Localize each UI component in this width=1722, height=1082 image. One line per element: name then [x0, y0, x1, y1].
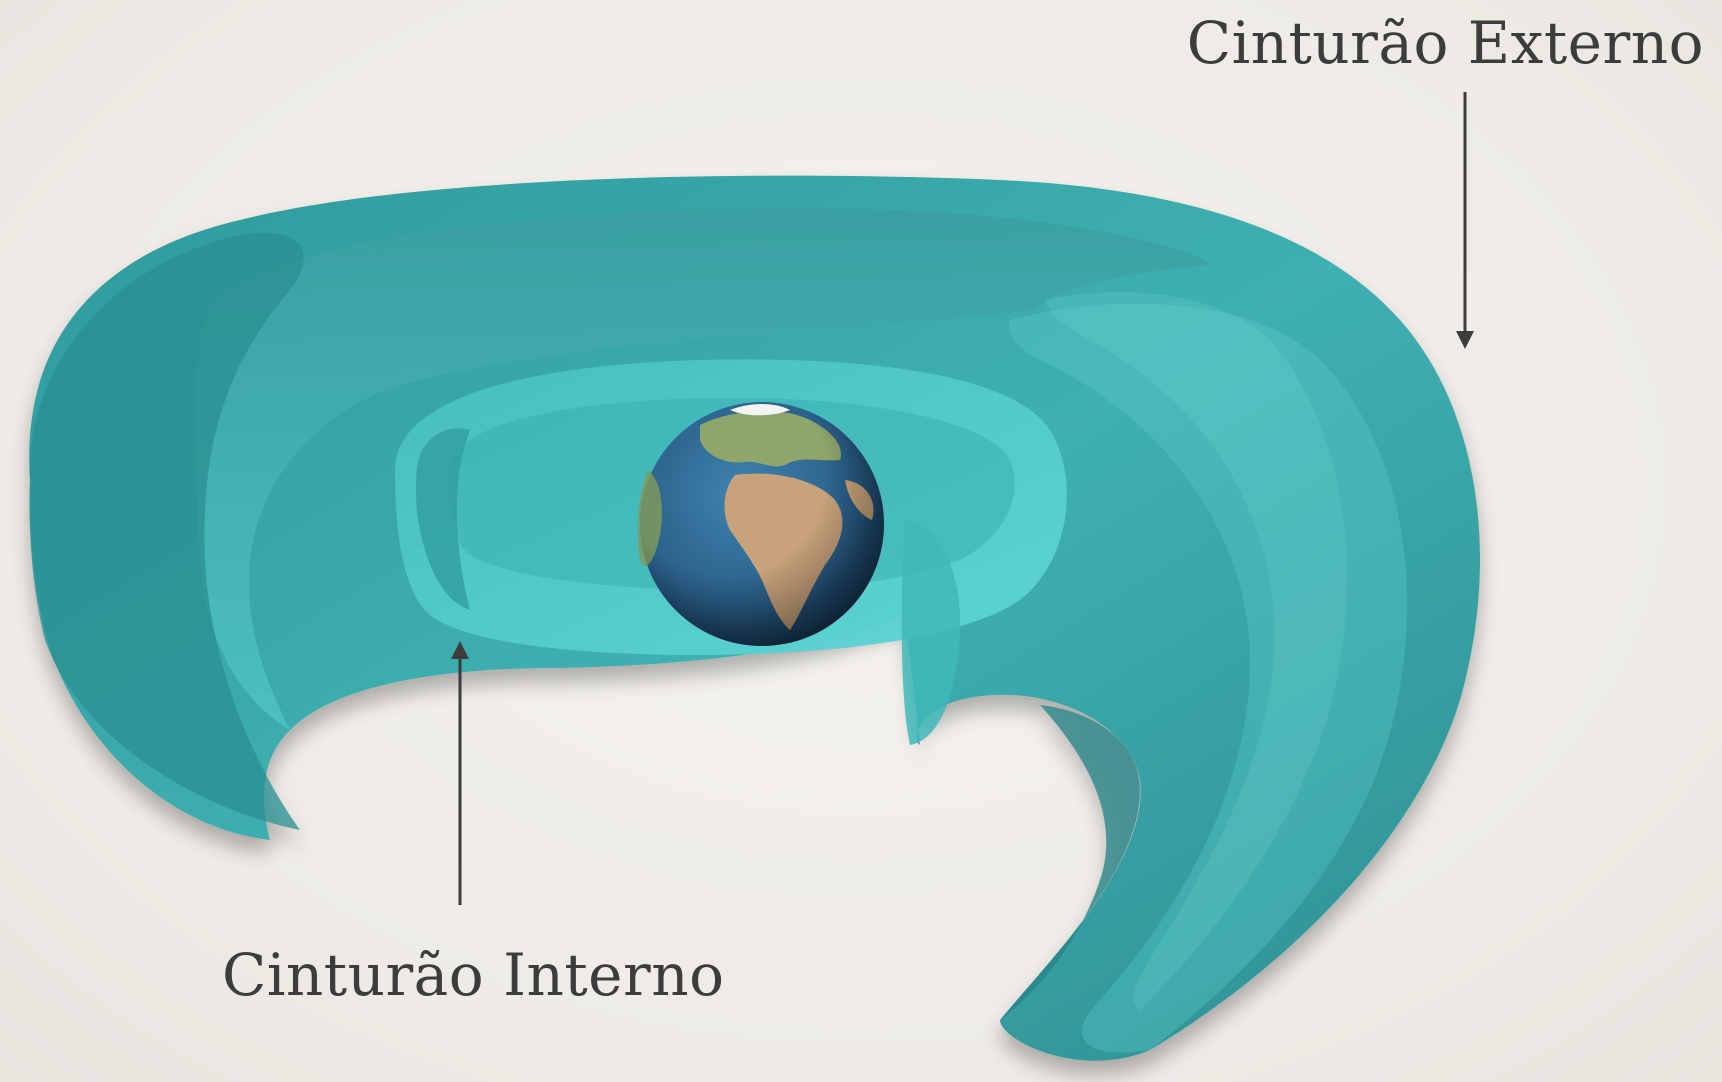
earth-shading — [640, 402, 884, 646]
outer-belt-lower-pocket — [1000, 705, 1140, 1020]
outer-belt-cut-wall — [195, 208, 1211, 730]
earth — [638, 402, 884, 646]
inner-belt-left-lip — [415, 428, 470, 610]
outer-belt-left-cap — [29, 232, 304, 831]
outer-belt-right-band-2 — [1045, 292, 1348, 1010]
outer-belt-label: Cinturão Externo — [1186, 9, 1704, 77]
inner-belt-lower-tongue — [901, 520, 960, 745]
inner-belt-label: Cinturão Interno — [222, 941, 725, 1009]
